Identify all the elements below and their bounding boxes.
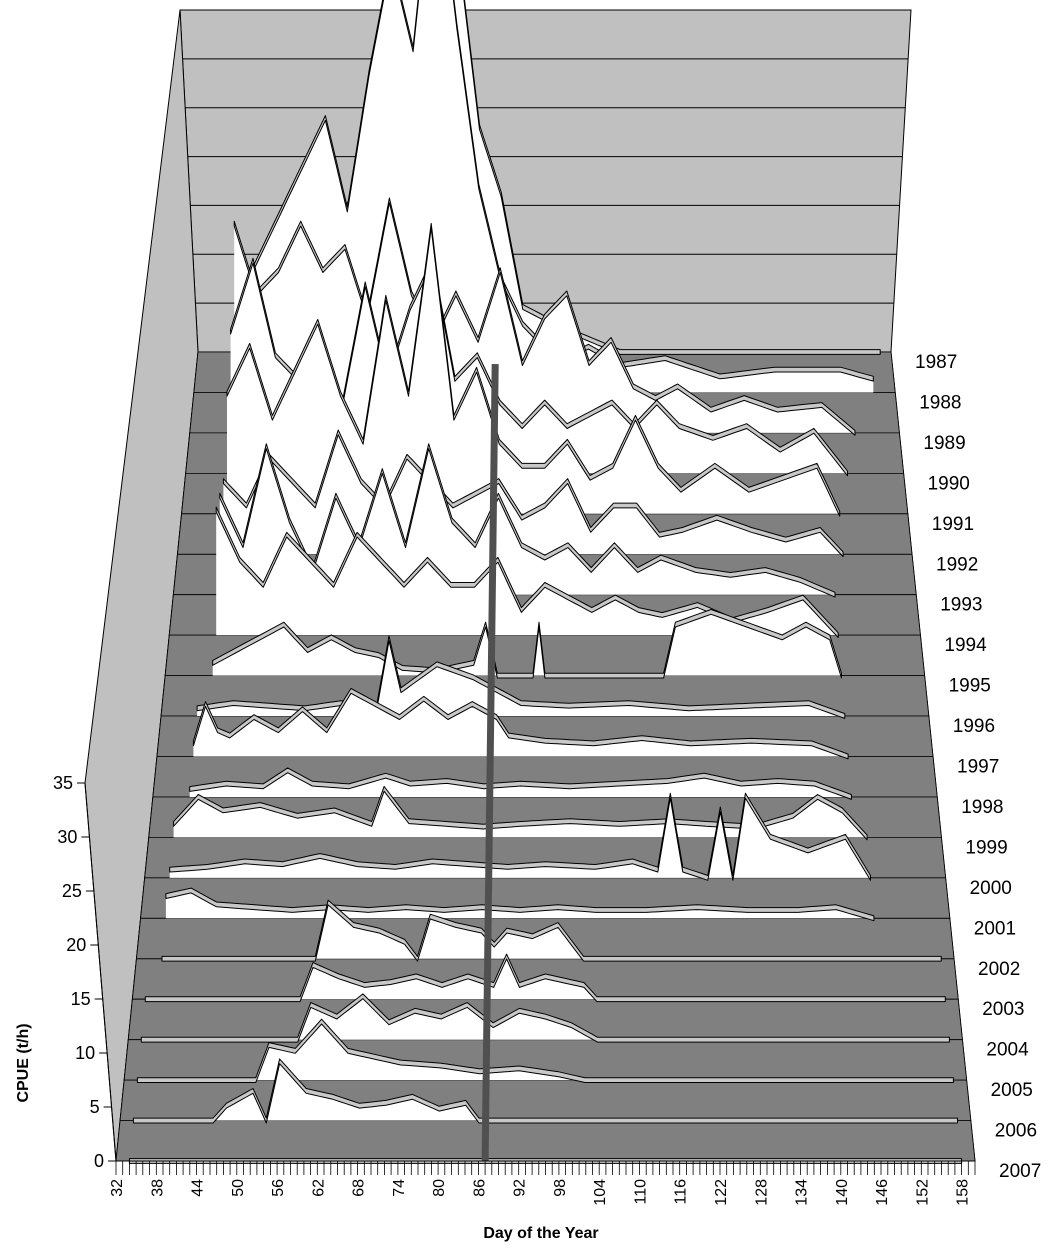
series-ribbon — [173, 785, 868, 841]
series-label-2004: 2004 — [986, 1040, 1029, 1061]
series-ribbon — [165, 887, 875, 922]
series-area — [133, 1061, 958, 1121]
series-label-1995: 1995 — [949, 676, 991, 697]
x-tick-label: 74 — [391, 1179, 408, 1197]
series-ribbon — [237, 0, 874, 382]
series-layer — [115, 0, 976, 1164]
series-ribbon — [140, 993, 950, 1043]
x-axis-label: Day of the Year — [483, 1225, 598, 1242]
x-tick-label: 80 — [431, 1179, 448, 1197]
series-label-2003: 2003 — [982, 999, 1024, 1020]
y-tick-label: 20 — [66, 935, 86, 955]
series-label-1992: 1992 — [936, 554, 978, 575]
series-ribbon — [196, 635, 846, 719]
y-tick-label: 25 — [62, 881, 82, 901]
series-label-1987: 1987 — [915, 352, 957, 373]
y-axis-label: CPUE (t/h) — [15, 1023, 32, 1102]
x-tick-label: 158 — [955, 1179, 972, 1206]
series-label-1997: 1997 — [957, 757, 999, 778]
y-tick-label: 5 — [90, 1097, 100, 1117]
series-area — [165, 890, 874, 919]
x-tick-label: 32 — [109, 1179, 126, 1197]
series-area — [227, 225, 840, 514]
x-tick-label: 56 — [270, 1179, 287, 1197]
series-label-2005: 2005 — [991, 1080, 1033, 1101]
x-tick-label: 38 — [149, 1179, 166, 1197]
y-tick-label: 10 — [75, 1043, 95, 1063]
series-label-1991: 1991 — [932, 514, 974, 535]
series-ribbon — [226, 222, 841, 517]
series-area — [137, 1021, 954, 1081]
x-tick-label: 140 — [834, 1179, 851, 1206]
x-tick-label: 62 — [310, 1179, 327, 1197]
x-tick-label: 98 — [552, 1179, 569, 1197]
row-band — [115, 1120, 976, 1162]
series-ribbon — [136, 1018, 954, 1083]
series-label-1988: 1988 — [919, 393, 961, 414]
series-label-1994: 1994 — [944, 635, 987, 656]
series-label-2002: 2002 — [978, 959, 1020, 980]
series-area — [169, 795, 871, 878]
label-layer: CPUE (t/h) Day of the Year 1987 1988 1989 1… — [15, 352, 1041, 1242]
x-tick-label: 128 — [753, 1179, 770, 1206]
x-tick-label: 134 — [794, 1179, 811, 1206]
series-ribbon — [215, 506, 839, 638]
x-tick-label: 92 — [512, 1179, 529, 1197]
series-ribbon — [189, 767, 852, 800]
x-tick-label: 44 — [190, 1179, 207, 1197]
series-ribbon — [144, 953, 946, 1003]
series-label-1999: 1999 — [965, 837, 1007, 858]
y-tick-label: 35 — [53, 773, 73, 793]
series-area — [197, 638, 845, 716]
series-label-1990: 1990 — [928, 473, 970, 494]
x-tick-label: 116 — [673, 1179, 690, 1205]
x-tick-label: 86 — [471, 1179, 488, 1197]
series-ribbon — [192, 688, 849, 760]
x-tick-label: 104 — [592, 1179, 609, 1206]
series-label-2000: 2000 — [970, 878, 1012, 899]
series-area — [212, 611, 842, 676]
x-tick-label: 50 — [230, 1179, 247, 1197]
series-label-2006: 2006 — [995, 1121, 1037, 1142]
series-label-2007: 2007 — [999, 1161, 1041, 1182]
x-tick-label: 146 — [874, 1179, 891, 1206]
x-tick-label: 152 — [914, 1179, 931, 1206]
series-label-1993: 1993 — [940, 595, 982, 616]
x-tick-label: 68 — [351, 1179, 368, 1197]
series-ribbon — [212, 609, 842, 679]
series-ribbon — [132, 1058, 958, 1124]
y-tick-label: 30 — [57, 827, 77, 847]
series-area — [193, 690, 849, 757]
series-label-1989: 1989 — [923, 433, 965, 454]
series-area — [216, 509, 839, 636]
series-ribbon — [169, 792, 871, 881]
series-ribbon — [161, 899, 942, 962]
series-label-1998: 1998 — [961, 797, 1003, 818]
y-axis-line — [84, 782, 117, 1162]
axis-layer: 0 5 10 15 20 25 30 35 32 38 44 50 56 62 68 74 80 86 92 98 10… — [53, 773, 976, 1206]
x-tick-label: 122 — [713, 1179, 730, 1206]
y-tick-label: 0 — [94, 1151, 104, 1171]
series-ribbon — [219, 443, 836, 598]
series-label-2001: 2001 — [974, 918, 1016, 939]
reference-day-line-layer — [481, 364, 499, 1162]
x-tick-label: 110 — [633, 1179, 650, 1205]
series-label-1996: 1996 — [953, 716, 995, 737]
y-tick-label: 15 — [71, 989, 91, 1009]
reference-day-line — [481, 364, 499, 1162]
